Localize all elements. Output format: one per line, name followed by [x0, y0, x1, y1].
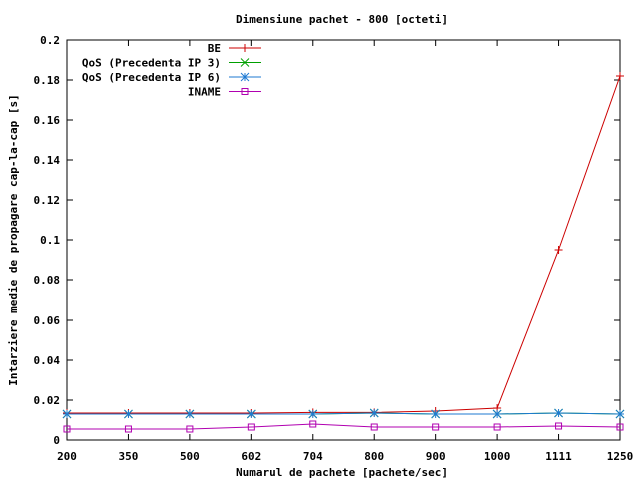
- axis-ticks: 200 350 500 602 704 800 900 1000 1111 1250 0 0.02 0.…: [34, 34, 634, 463]
- series-0: [63, 72, 624, 417]
- data-point: [309, 420, 317, 428]
- data-point: [370, 423, 378, 431]
- y-axis-label: Intarziere medie de propagare cap-la-cap…: [7, 94, 20, 385]
- y-tick-label: 0.18: [34, 74, 61, 87]
- legend-label: QoS (Precedenta IP 6): [82, 71, 221, 84]
- x-tick-label: 500: [180, 450, 200, 463]
- data-point: [554, 408, 563, 418]
- data-point: [246, 409, 256, 419]
- legend-label: QoS (Precedenta IP 3): [82, 57, 221, 70]
- data-point: [247, 423, 255, 431]
- x-tick-label: 1250: [607, 450, 634, 463]
- series-layer: [62, 72, 625, 433]
- data-point: [555, 422, 563, 430]
- chart-title: Dimensiune pachet - 800 [octeti]: [236, 13, 448, 26]
- series-line: [67, 423, 621, 430]
- x-tick-label: 800: [364, 450, 384, 463]
- legend-marker: [241, 88, 249, 95]
- legend-label: BE: [208, 42, 221, 55]
- data-point: [186, 425, 194, 433]
- x-tick-label: 350: [119, 450, 139, 463]
- y-tick-label: 0: [53, 434, 60, 447]
- data-point: [432, 423, 440, 431]
- x-axis-label: Numarul de pachete [pachete/sec]: [236, 466, 448, 479]
- data-point: [369, 408, 379, 418]
- data-point: [308, 409, 318, 419]
- legend-label: INAME: [188, 86, 221, 99]
- y-tick-label: 0.1: [40, 234, 60, 247]
- x-tick-label: 200: [57, 450, 77, 463]
- x-tick-label: 704: [303, 450, 323, 463]
- legend-marker: [241, 44, 249, 52]
- series-2: [62, 408, 625, 419]
- data-point: [63, 425, 71, 433]
- legend: BE QoS (Precedenta IP 3)QoS (Precedenta I…: [82, 42, 261, 99]
- y-tick-label: 0.08: [34, 274, 61, 287]
- x-tick-label: 1000: [484, 450, 511, 463]
- y-tick-label: 0.2: [40, 34, 60, 47]
- data-point: [185, 409, 195, 419]
- y-tick-label: 0.16: [34, 114, 61, 127]
- series-line: [67, 75, 621, 414]
- data-point: [492, 409, 502, 419]
- data-point: [431, 409, 441, 419]
- data-point: [493, 423, 501, 431]
- legend-marker: [240, 72, 250, 82]
- x-tick-label: 1111: [545, 450, 572, 463]
- plot-frame: [66, 39, 621, 441]
- x-tick-label: 900: [426, 450, 446, 463]
- series-line: [67, 412, 621, 415]
- y-tick-label: 0.12: [34, 194, 61, 207]
- data-point: [62, 409, 72, 419]
- data-point: [124, 425, 132, 433]
- y-tick-label: 0.06: [34, 314, 61, 327]
- y-tick-label: 0.02: [34, 394, 61, 407]
- series-3: [63, 420, 624, 433]
- legend-marker: [240, 58, 250, 67]
- y-tick-label: 0.04: [34, 354, 61, 367]
- x-tick-label: 602: [241, 450, 261, 463]
- data-point: [615, 409, 625, 419]
- data-point: [616, 72, 624, 80]
- y-tick-label: 0.14: [34, 154, 61, 167]
- data-point: [554, 246, 563, 254]
- data-point: [616, 423, 624, 431]
- data-point: [124, 409, 133, 419]
